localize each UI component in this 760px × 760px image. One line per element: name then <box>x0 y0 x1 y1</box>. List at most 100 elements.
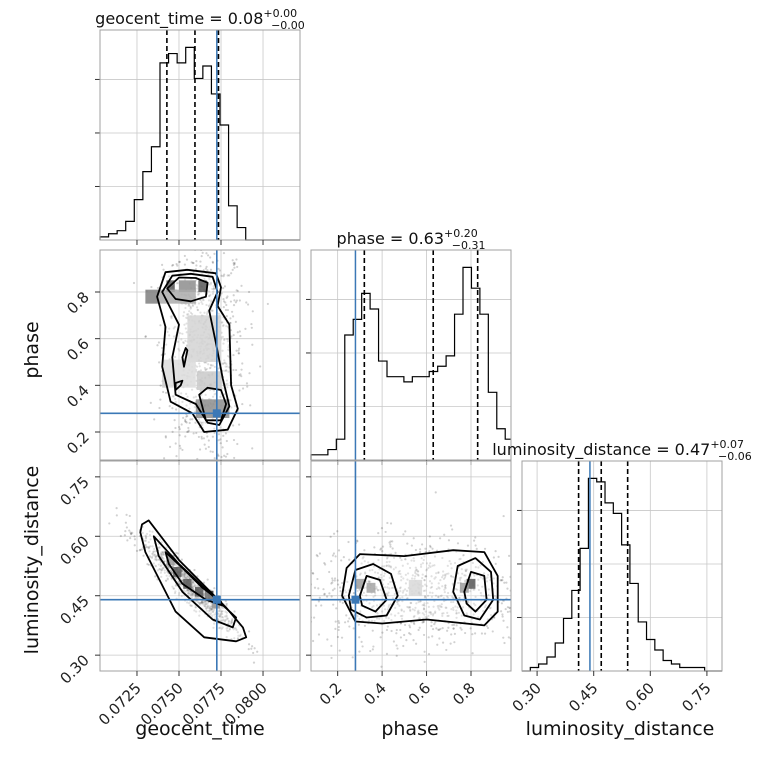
scatter-point <box>387 605 390 609</box>
scatter-point <box>419 600 422 603</box>
scatter-point <box>209 607 212 610</box>
scatter-point <box>235 628 238 632</box>
scatter-point <box>477 578 480 581</box>
panel-frame <box>99 249 301 461</box>
scatter-point <box>182 341 185 345</box>
tick-label-x-phase: 0.8 <box>449 679 479 709</box>
scatter-point <box>345 591 348 594</box>
scatter-point <box>226 365 229 368</box>
scatter-point <box>224 361 227 364</box>
scatter-point <box>181 575 184 578</box>
panel-frame <box>521 460 723 672</box>
scatter-point <box>185 322 188 325</box>
scatter-point <box>182 311 186 314</box>
scatter-point <box>332 603 335 606</box>
scatter-point <box>431 614 435 617</box>
scatter-point <box>175 551 178 554</box>
scatter-point <box>182 341 185 344</box>
scatter-point <box>503 581 506 584</box>
tick-label-x-phase: 0.6 <box>405 679 435 709</box>
scatter-point <box>194 395 197 398</box>
density-cell <box>178 280 196 292</box>
scatter-point <box>443 573 447 576</box>
scatter-point <box>159 324 162 327</box>
density-cell <box>355 578 365 589</box>
scatter-point <box>221 616 225 619</box>
scatter-point <box>481 585 484 588</box>
scatter-point <box>229 317 232 320</box>
scatter-point <box>226 325 230 328</box>
scatter-point <box>447 614 450 617</box>
scatter-point <box>189 594 192 597</box>
scatter-point <box>337 621 341 625</box>
scatter-point <box>177 347 180 350</box>
scatter-point <box>437 628 440 631</box>
scatter-point <box>315 554 318 557</box>
scatter-point <box>425 568 429 571</box>
scatter-point <box>340 636 344 639</box>
scatter-point <box>429 611 432 614</box>
scatter-point <box>222 300 226 303</box>
scatter-point <box>282 571 284 573</box>
scatter-point <box>434 491 437 494</box>
tick-label-x-phase: 0.2 <box>316 679 346 709</box>
scatter-point <box>187 248 189 250</box>
scatter-point <box>224 600 227 603</box>
scatter-point <box>385 652 389 655</box>
scatter-point <box>176 264 179 267</box>
scatter-point <box>451 597 455 600</box>
scatter-point <box>185 575 189 578</box>
scatter-point <box>201 600 204 603</box>
scatter-point <box>226 237 228 239</box>
scatter-point <box>410 559 413 562</box>
scatter-point <box>187 589 190 592</box>
scatter-point <box>421 621 424 624</box>
scatter-point <box>226 295 229 298</box>
scatter-point <box>186 395 189 398</box>
scatter-point <box>412 559 416 562</box>
scatter-point <box>143 539 146 542</box>
contour-4 <box>174 379 184 391</box>
axis-label-y-luminosity-distance: luminosity_distance <box>21 466 43 655</box>
scatter-point <box>245 382 249 385</box>
scatter-point <box>212 285 215 288</box>
scatter-point <box>428 580 432 583</box>
scatter-point <box>226 617 229 621</box>
scatter-point <box>181 332 184 335</box>
scatter-point <box>247 630 251 633</box>
scatter-point <box>220 455 223 459</box>
scatter-point <box>389 566 393 569</box>
scatter-point <box>312 639 315 643</box>
scatter-point <box>346 620 350 623</box>
scatter-point <box>404 557 407 561</box>
scatter-point <box>223 393 226 396</box>
scatter-point <box>417 600 420 604</box>
scatter-point <box>508 606 511 609</box>
contour-0 <box>156 268 239 433</box>
tick-label-y-luminosity-distance: 0.30 <box>56 651 92 687</box>
scatter-point <box>464 580 467 583</box>
scatter-point <box>208 609 211 612</box>
scatter-point <box>359 572 362 575</box>
scatter-point <box>330 644 333 647</box>
scatter-point <box>434 576 437 579</box>
scatter-point <box>184 420 187 423</box>
scatter-point <box>205 367 208 371</box>
scatter-point <box>414 575 417 578</box>
scatter-point <box>200 600 203 603</box>
scatter-point <box>203 311 206 314</box>
scatter-point <box>198 365 201 368</box>
scatter-point <box>115 514 118 517</box>
scatter-point <box>202 298 205 302</box>
scatter-point <box>225 379 229 382</box>
scatter-point <box>225 303 228 307</box>
scatter-point <box>385 564 388 567</box>
scatter-point <box>439 627 442 631</box>
scatter-point <box>145 545 148 549</box>
scatter-point <box>441 574 445 577</box>
scatter-point <box>391 597 395 600</box>
scatter-point <box>178 583 181 586</box>
scatter-point <box>220 612 223 615</box>
scatter-point <box>392 568 395 571</box>
scatter-point <box>332 552 336 555</box>
